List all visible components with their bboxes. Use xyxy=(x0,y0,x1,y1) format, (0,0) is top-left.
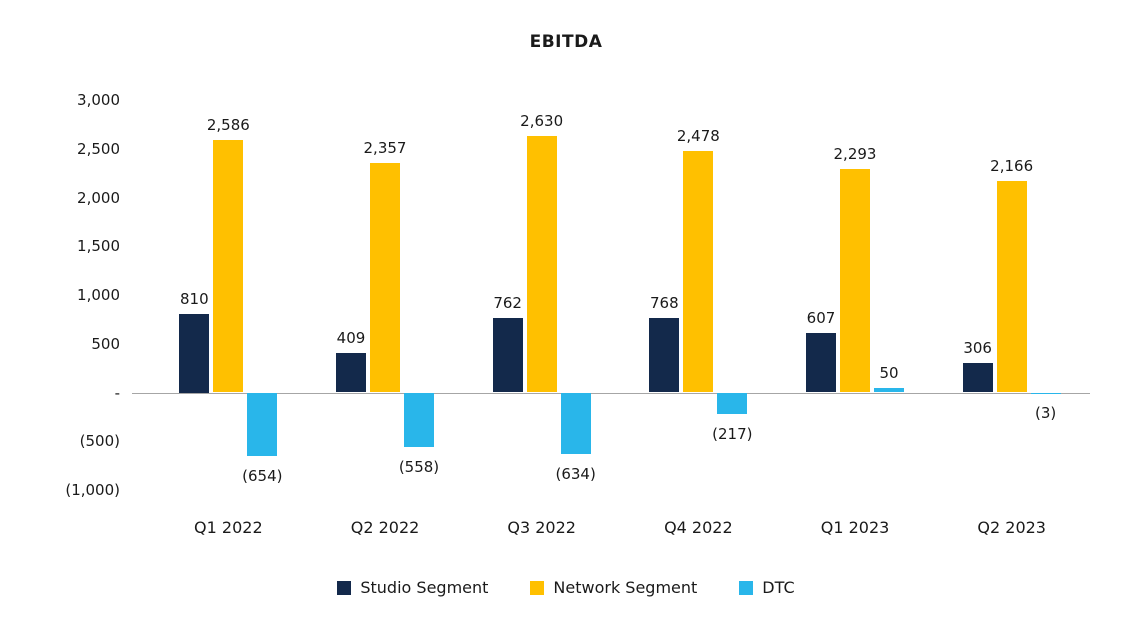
bar-value-label: (3) xyxy=(1035,403,1057,422)
y-tick-label: 2,000 xyxy=(77,188,120,207)
y-tick-label: 1,000 xyxy=(77,286,120,304)
bar-value-label: (654) xyxy=(242,467,283,486)
bar xyxy=(404,392,434,447)
y-tick-label: 2,500 xyxy=(77,139,120,158)
chart-title: EBITDA xyxy=(529,32,603,52)
network-segment-swatch xyxy=(530,580,545,595)
bar xyxy=(560,392,591,455)
x-tick-label: Q3 2022 xyxy=(507,518,576,537)
y-tick-label: (500) xyxy=(79,432,120,451)
bar xyxy=(840,168,870,393)
bar-value-label: 762 xyxy=(493,294,522,313)
bar-value-label: 2,478 xyxy=(676,126,720,145)
bar-value-label: 607 xyxy=(806,309,836,328)
bar-value-label: 2,357 xyxy=(363,138,407,157)
bar-value-label: 2,630 xyxy=(520,112,564,131)
x-axis: Q1 2022 Q2 2022 Q3 2022 Q4 2022 Q1 2023 Q2 20… xyxy=(150,518,1090,537)
y-tick-label: - xyxy=(114,383,120,402)
bar-value-label: 810 xyxy=(180,289,209,308)
y-tick-label: 1,500 xyxy=(77,237,120,256)
bar xyxy=(683,150,714,393)
x-tick-label: Q2 2022 xyxy=(350,518,420,537)
bar xyxy=(492,318,523,393)
bar xyxy=(179,313,210,393)
zero-axis-line xyxy=(132,392,1090,394)
legend: Studio Segment Network Segment DTC xyxy=(0,578,1132,597)
y-tick-label: 3,000 xyxy=(77,91,120,109)
bar-value-label: 409 xyxy=(336,328,366,347)
bar xyxy=(649,317,680,393)
x-tick-label: Q1 2023 xyxy=(820,518,890,537)
plot-area: 810 2,586 (654) 409 2,357 (558) 762 2,630 (634) 7… xyxy=(132,100,1090,490)
y-tick-label: 500 xyxy=(91,334,120,353)
bar xyxy=(962,362,993,393)
bar xyxy=(336,352,366,393)
bar-value-label: 2,293 xyxy=(833,144,877,163)
legend-label: Studio Segment xyxy=(360,578,489,597)
legend-label: DTC xyxy=(762,578,795,597)
bar xyxy=(526,136,557,393)
bar-value-label: 306 xyxy=(963,338,992,357)
x-tick-label: Q2 2023 xyxy=(977,518,1046,537)
bar-value-label: 2,166 xyxy=(990,157,1034,176)
x-tick-label: Q4 2022 xyxy=(664,518,733,537)
bar xyxy=(806,333,836,393)
bar xyxy=(213,140,244,393)
dtc-swatch xyxy=(739,580,754,595)
y-tick-label: (1,000) xyxy=(65,481,120,499)
bar-value-label: 2,586 xyxy=(206,116,250,135)
bar-value-label: 50 xyxy=(879,363,899,382)
bar xyxy=(247,392,278,457)
bar-value-label: (634) xyxy=(555,465,596,484)
bar xyxy=(370,162,400,393)
legend-label: Network Segment xyxy=(553,578,698,597)
bar xyxy=(717,392,748,414)
x-tick-label: Q1 2022 xyxy=(194,518,263,537)
bar xyxy=(874,387,904,393)
studio-segment-swatch xyxy=(337,580,352,595)
legend-item-network-segment: Network Segment xyxy=(530,578,697,597)
bar-value-label: 768 xyxy=(650,293,679,312)
bar-value-label: (217) xyxy=(712,424,753,443)
bar-value-label: (558) xyxy=(398,457,440,476)
legend-item-studio-segment: Studio Segment xyxy=(337,578,488,597)
bar xyxy=(996,181,1027,393)
y-axis: 3,000 2,500 2,000 1,500 1,000 500 - (500) (1,000… xyxy=(0,91,130,499)
legend-item-dtc: DTC xyxy=(739,578,795,597)
